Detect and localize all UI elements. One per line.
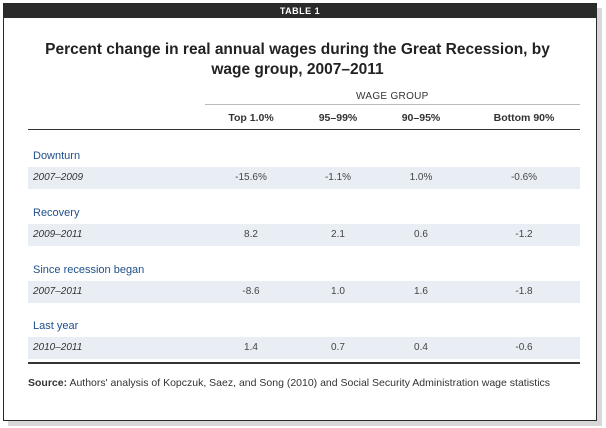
source-label: Source: [28, 377, 68, 389]
cell-bottom-90: -1.2 [515, 229, 533, 240]
table-row: 2007–2009 -15.6% -1.1% 1.0% -0.6% [28, 167, 580, 189]
cell-95-99: 1.0 [331, 286, 345, 297]
source-text: Authors' analysis of Kopczuk, Saez, and … [69, 377, 551, 389]
cell-90-95: 1.6 [414, 286, 428, 297]
row-period: 2007–2011 [33, 286, 83, 297]
cell-95-99: 2.1 [331, 229, 345, 240]
section-label-recovery: Recovery [33, 207, 80, 219]
cell-95-99: 0.7 [331, 342, 345, 353]
cell-90-95: 0.6 [414, 229, 428, 240]
cell-90-95: 1.0% [409, 172, 433, 183]
section-label-since-recession: Since recession began [33, 264, 145, 276]
table-row: 2007–2011 -8.6 1.0 1.6 -1.8 [28, 281, 580, 303]
cell-bottom-90: -0.6 [515, 342, 533, 353]
cell-bottom-90: -1.8 [515, 286, 533, 297]
table-tab: TABLE 1 [4, 4, 596, 18]
section-label-downturn: Downturn [33, 150, 81, 162]
table-title: Percent change in real annual wages duri… [45, 41, 550, 78]
cell-90-95: 0.4 [414, 342, 428, 353]
wage-group-rule [205, 104, 580, 105]
header-rule [28, 129, 580, 130]
column-header-95-99: 95–99% [318, 112, 358, 124]
row-period: 2007–2009 [33, 172, 84, 183]
wage-group-header: WAGE GROUP [356, 91, 429, 102]
cell-top-1: -8.6 [242, 286, 260, 297]
table-row: 2010–2011 1.4 0.7 0.4 -0.6 [28, 337, 580, 359]
source-note: Source: Authors' analysis of Kopczuk, Sa… [28, 375, 578, 391]
cell-top-1: 8.2 [244, 229, 258, 240]
row-period: 2009–2011 [33, 229, 83, 240]
bottom-rule [28, 362, 580, 364]
column-header-top-1: Top 1.0% [228, 112, 274, 124]
row-period: 2010–2011 [33, 342, 83, 353]
cell-top-1: 1.4 [244, 342, 258, 353]
table-row: 2009–2011 8.2 2.1 0.6 -1.2 [28, 224, 580, 246]
cell-95-99: -1.1% [324, 172, 352, 183]
column-header-bottom-90: Bottom 90% [493, 112, 555, 124]
section-label-last-year: Last year [33, 320, 79, 332]
cell-top-1: -15.6% [235, 172, 267, 183]
column-header-90-95: 90–95% [401, 112, 441, 124]
cell-bottom-90: -0.6% [510, 172, 538, 183]
